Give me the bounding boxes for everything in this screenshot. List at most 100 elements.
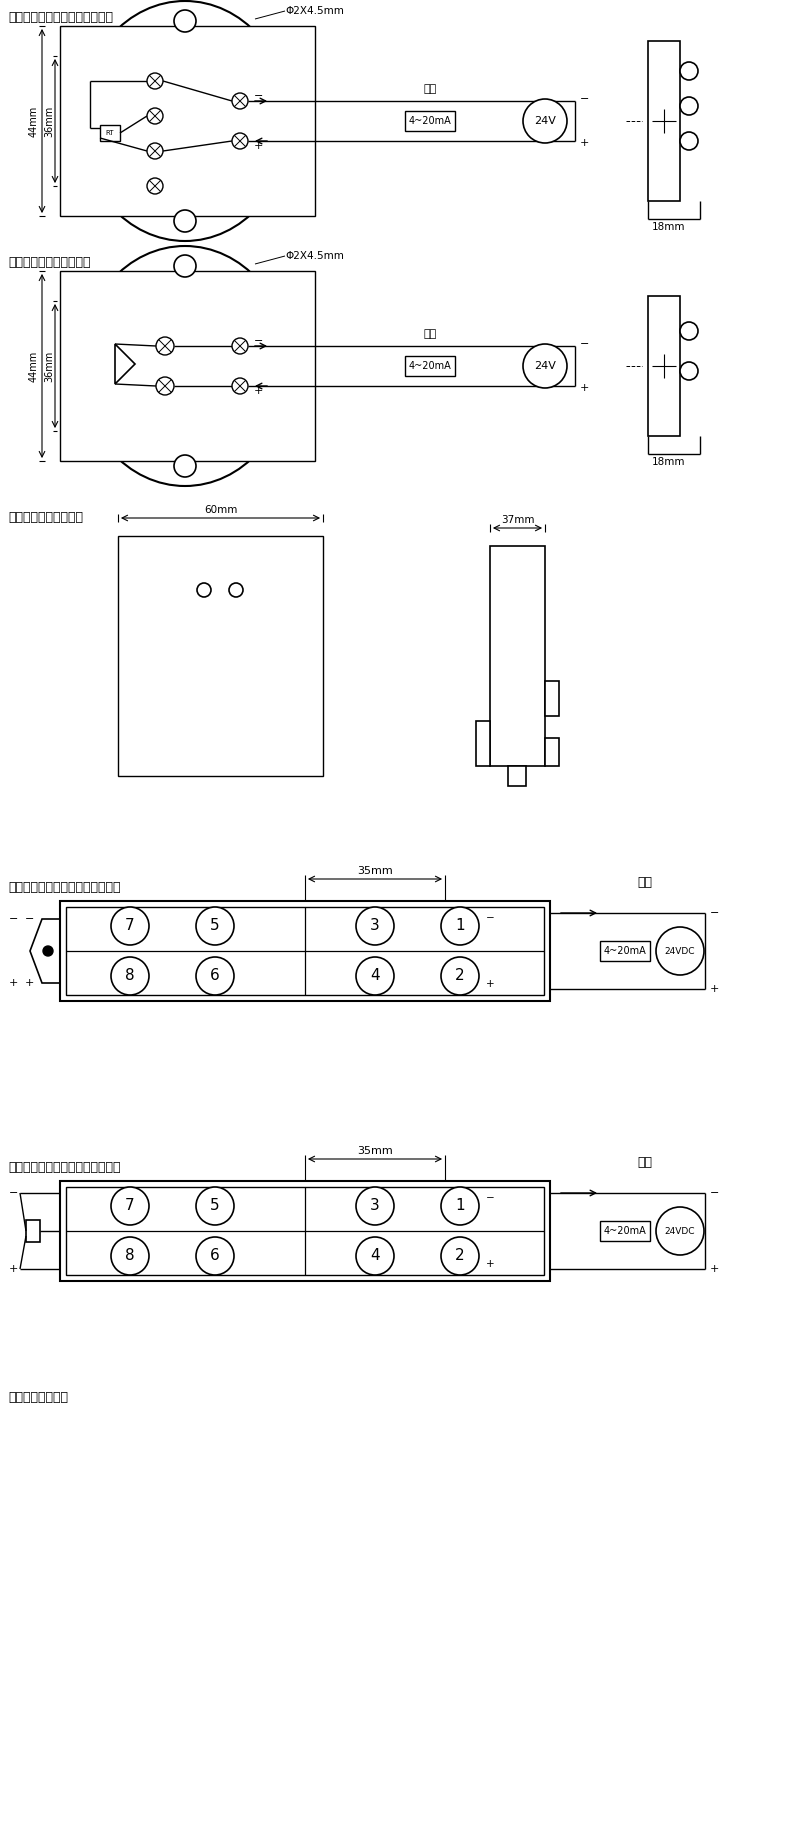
Circle shape [656, 1207, 704, 1255]
Text: 24V: 24V [534, 361, 556, 371]
Circle shape [680, 322, 698, 341]
Circle shape [156, 337, 174, 355]
Bar [60, 25, 315, 217]
Text: +: + [710, 1264, 720, 1275]
Text: +: + [25, 978, 35, 989]
Text: 24V: 24V [534, 117, 556, 126]
Text: 37mm: 37mm [501, 515, 534, 524]
Text: −: − [580, 95, 589, 104]
Bar [66, 1187, 544, 1275]
Text: 4~20mA: 4~20mA [408, 361, 451, 371]
Text: +: + [580, 138, 589, 148]
Text: 小型导轨式电阻变送器安装接线图: 小型导轨式电阻变送器安装接线图 [8, 1162, 121, 1175]
Text: 5: 5 [210, 1198, 220, 1213]
Bar [66, 907, 544, 994]
Circle shape [174, 255, 196, 277]
Text: Φ2X4.5mm: Φ2X4.5mm [285, 5, 344, 16]
Text: 负载: 负载 [638, 876, 653, 889]
Bar [545, 738, 559, 767]
Circle shape [441, 1236, 479, 1275]
Text: 44mm: 44mm [29, 106, 39, 137]
Text: RT: RT [106, 129, 115, 137]
Text: −: − [710, 1187, 720, 1198]
Text: 1: 1 [455, 918, 465, 934]
Text: −: − [486, 1193, 495, 1204]
Bar [490, 546, 545, 767]
Text: 2: 2 [455, 1249, 465, 1264]
Text: 1: 1 [455, 1198, 465, 1213]
Text: 8: 8 [125, 1249, 135, 1264]
Bar [133, 628, 308, 770]
Circle shape [111, 907, 149, 945]
Text: 热电偶变送器安装接线图: 热电偶变送器安装接线图 [8, 257, 91, 270]
Bar [600, 1222, 650, 1240]
Text: 3: 3 [371, 918, 380, 934]
Text: −: − [486, 912, 495, 923]
Circle shape [523, 344, 567, 388]
Circle shape [196, 1187, 234, 1226]
Text: 小型导轨外形尺寸: 小型导轨外形尺寸 [8, 1391, 68, 1404]
Circle shape [441, 907, 479, 945]
Text: −: − [9, 914, 18, 923]
Text: 2: 2 [455, 969, 465, 983]
Text: 7: 7 [125, 1198, 135, 1213]
Text: −: − [580, 339, 589, 350]
Bar [26, 1220, 40, 1242]
Text: 18mm: 18mm [653, 457, 686, 466]
Bar [545, 681, 559, 716]
Circle shape [196, 958, 234, 994]
Circle shape [680, 62, 698, 80]
Text: 负载: 负载 [423, 84, 437, 95]
Text: +: + [486, 1258, 495, 1269]
Circle shape [441, 1187, 479, 1226]
Bar [648, 297, 680, 435]
Text: +: + [9, 978, 18, 989]
Bar [60, 1182, 550, 1280]
Text: −: − [254, 337, 263, 346]
Circle shape [523, 98, 567, 144]
Bar [508, 767, 526, 787]
Text: Φ2X4.5mm: Φ2X4.5mm [285, 251, 344, 260]
Text: 小型导轨式电偶变送器安装接线图: 小型导轨式电偶变送器安装接线图 [8, 881, 121, 894]
Text: 热电阻三线制变送器安装接线图: 热电阻三线制变送器安装接线图 [8, 11, 113, 24]
Circle shape [680, 131, 698, 149]
Text: +: + [254, 386, 263, 395]
Bar [405, 355, 455, 375]
Circle shape [356, 907, 394, 945]
Text: +: + [580, 382, 589, 393]
Circle shape [196, 907, 234, 945]
Circle shape [156, 377, 174, 395]
Text: 44mm: 44mm [29, 350, 39, 382]
Circle shape [147, 178, 163, 195]
Text: 60mm: 60mm [204, 504, 237, 515]
Circle shape [356, 958, 394, 994]
Bar [118, 535, 323, 776]
Circle shape [111, 1187, 149, 1226]
Text: +: + [710, 983, 720, 994]
Text: 36mm: 36mm [44, 350, 54, 382]
Text: 35mm: 35mm [357, 1145, 393, 1156]
Text: 35mm: 35mm [357, 867, 393, 876]
Text: 4~20mA: 4~20mA [604, 1226, 646, 1236]
Text: 负载: 负载 [638, 1156, 653, 1169]
Circle shape [229, 583, 243, 597]
Text: +: + [254, 140, 263, 151]
Text: 3: 3 [371, 1198, 380, 1213]
Ellipse shape [80, 246, 290, 486]
Circle shape [174, 9, 196, 33]
Text: −: − [710, 909, 720, 918]
Circle shape [174, 455, 196, 477]
Circle shape [147, 107, 163, 124]
Text: −: − [25, 914, 35, 923]
Circle shape [111, 1236, 149, 1275]
Text: 24VDC: 24VDC [664, 1227, 695, 1235]
Text: 4~20mA: 4~20mA [408, 117, 451, 126]
Text: 7: 7 [125, 918, 135, 934]
Circle shape [680, 97, 698, 115]
Bar [60, 271, 315, 461]
Circle shape [147, 144, 163, 158]
Circle shape [232, 379, 248, 393]
Circle shape [232, 133, 248, 149]
Circle shape [232, 93, 248, 109]
Text: −: − [254, 91, 263, 100]
